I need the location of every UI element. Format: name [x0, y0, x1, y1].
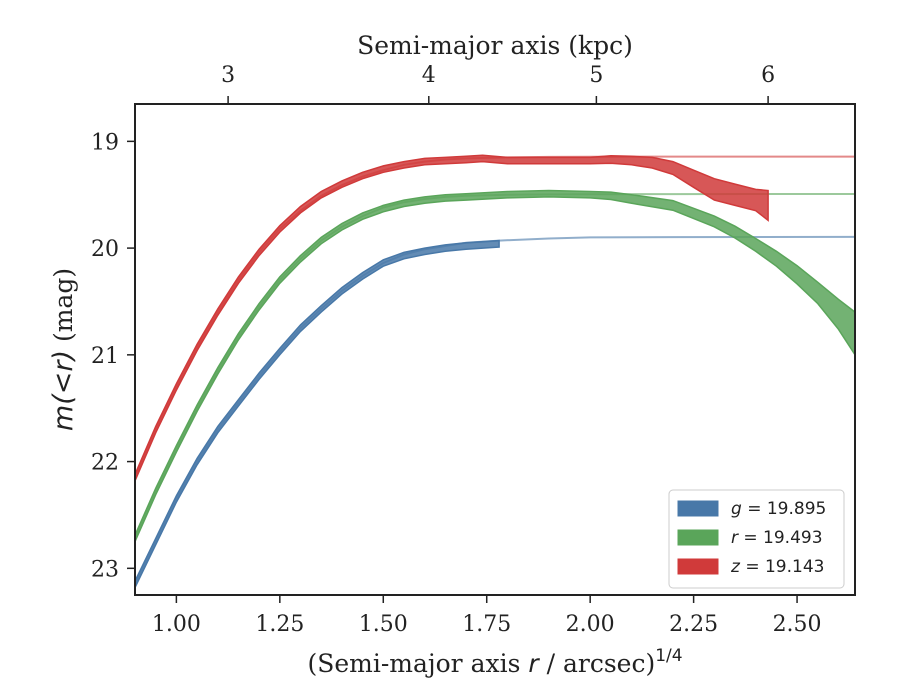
top-x-tick-label: 5 [589, 63, 603, 88]
y-tick-label: 21 [91, 344, 119, 369]
x-axis-title-main: (Semi-major axis [307, 649, 528, 678]
x-tick-label: 2.00 [566, 612, 615, 637]
top-x-tick-label: 4 [422, 63, 436, 88]
x-axis-title: (Semi-major axis r / arcsec)1/4 [307, 646, 682, 678]
plot-frame [134, 103, 856, 596]
y-axis-title: m(<r) (mag) [48, 268, 79, 431]
y-tick-label: 20 [91, 237, 119, 262]
y-axis-title-var: m(<r) [48, 350, 79, 431]
axis-ticks: 1.00 1.25 1.50 1.75 2.00 2.25 2.50 19 20 21 22 23 3 4… [91, 63, 822, 637]
top-x-axis-title: Semi-major axis (kpc) [357, 31, 633, 60]
legend-var: r [731, 528, 739, 548]
legend-swatch-r [677, 529, 719, 546]
x-axis-title-exponent: 1/4 [655, 646, 682, 666]
x-tick-label: 1.25 [255, 612, 304, 637]
x-tick-label: 1.75 [462, 612, 511, 637]
legend-label-g: g = 19.895 [731, 499, 826, 519]
top-x-tick-label: 3 [221, 63, 235, 88]
x-tick-label: 1.50 [359, 612, 408, 637]
x-tick-label: 2.50 [773, 612, 822, 637]
x-axis-title-rest: / arcsec) [539, 649, 656, 678]
y-tick-label: 22 [91, 451, 119, 476]
legend-value: = 19.895 [742, 499, 827, 519]
series-r-band [135, 189, 855, 542]
plot-series-group [135, 154, 855, 588]
x-tick-label: 1.00 [152, 612, 201, 637]
legend-var: g [731, 499, 742, 519]
top-x-tick-label: 6 [761, 63, 775, 88]
legend-value: = 19.143 [740, 557, 825, 577]
x-axis-title-var: r [528, 649, 540, 678]
legend-swatch-z [677, 558, 719, 575]
x-tick-label: 2.25 [669, 612, 718, 637]
series-g-band [135, 239, 500, 588]
legend-var: z [730, 557, 741, 577]
y-tick-label: 19 [91, 130, 119, 155]
legend-value: = 19.493 [738, 528, 823, 548]
legend-label-r: r = 19.493 [731, 528, 823, 548]
y-tick-label: 23 [91, 557, 119, 582]
legend-label-z: z = 19.143 [730, 557, 824, 577]
legend-swatch-g [677, 500, 719, 517]
y-axis-title-unit: (mag) [49, 268, 78, 350]
plot-area [135, 154, 855, 588]
series-z-band [135, 154, 769, 482]
